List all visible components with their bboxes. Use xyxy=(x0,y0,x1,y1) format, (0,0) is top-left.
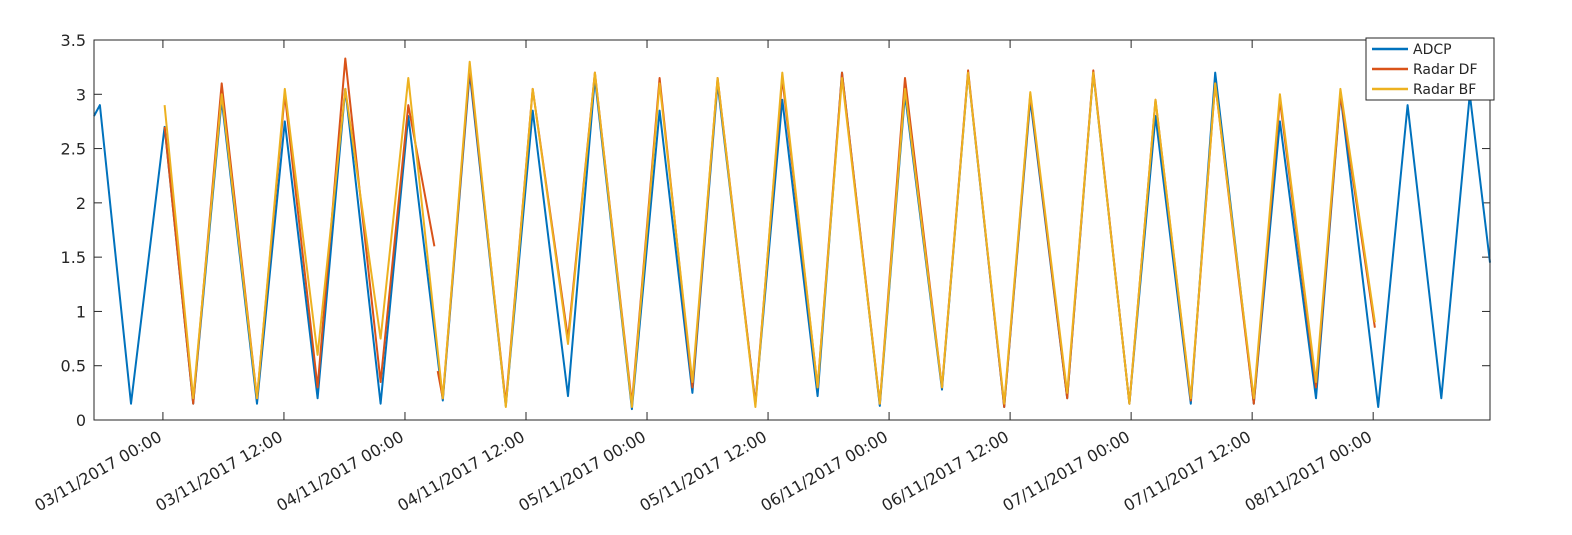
y-tick-label: 3.5 xyxy=(61,31,86,50)
x-tick-label: 08/11/2017 00:00 xyxy=(1241,427,1375,515)
y-tick-label: 2.5 xyxy=(61,140,86,159)
y-tick-label: 0 xyxy=(76,411,86,430)
y-tick-label: 1.5 xyxy=(61,248,86,267)
y-tick-label: 3 xyxy=(76,85,86,104)
y-tick-label: 0.5 xyxy=(61,357,86,376)
x-tick-label: 03/11/2017 12:00 xyxy=(152,427,286,515)
axes-box xyxy=(93,39,1491,421)
x-tick-label: 06/11/2017 00:00 xyxy=(757,427,891,515)
legend-label: ADCP xyxy=(1413,42,1452,58)
x-tick-label: 04/11/2017 00:00 xyxy=(273,427,407,515)
x-tick-label: 04/11/2017 12:00 xyxy=(394,427,528,515)
x-tick-label: 05/11/2017 12:00 xyxy=(636,427,770,515)
legend-label: Radar DF xyxy=(1413,62,1478,78)
legend-label: Radar BF xyxy=(1413,82,1476,98)
y-tick-label: 2 xyxy=(76,194,86,213)
x-tick-label: 06/11/2017 12:00 xyxy=(878,427,1012,515)
x-tick-label: 03/11/2017 00:00 xyxy=(31,427,165,515)
x-tick-label: 05/11/2017 00:00 xyxy=(515,427,649,515)
x-tick-label: 07/11/2017 00:00 xyxy=(999,427,1133,515)
x-tick-label: 07/11/2017 12:00 xyxy=(1120,427,1254,515)
series-line xyxy=(163,60,1376,408)
y-tick-label: 1 xyxy=(76,302,86,321)
